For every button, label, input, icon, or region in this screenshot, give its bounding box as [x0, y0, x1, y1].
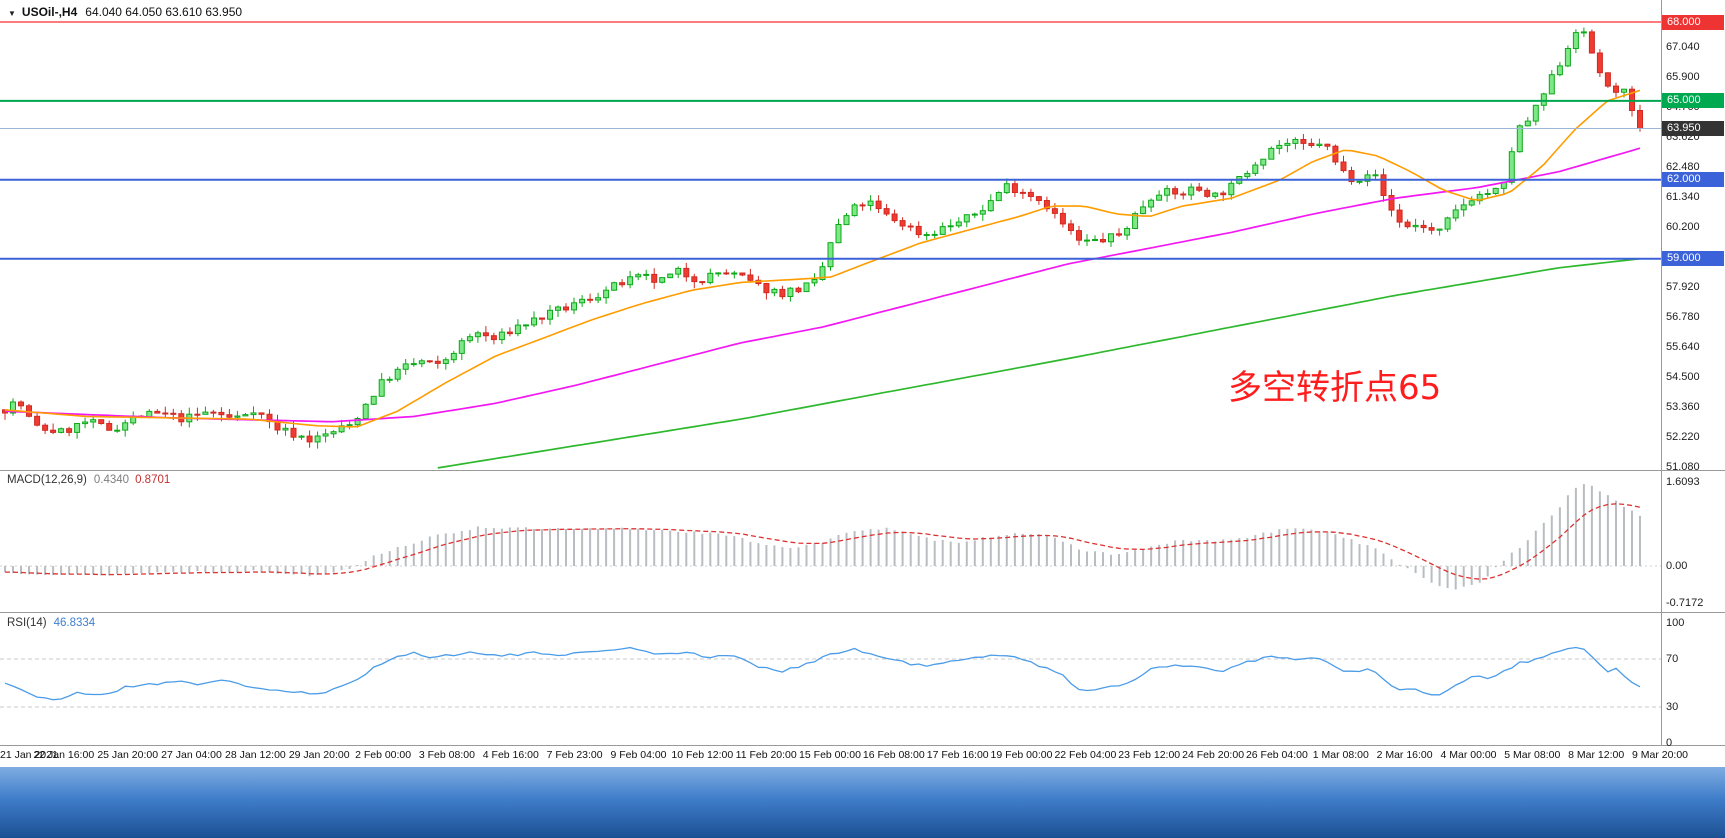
ma-slow-line	[437, 257, 1641, 469]
time-axis-label: 28 Jan 12:00	[225, 749, 286, 761]
time-axis-label: 8 Mar 12:00	[1568, 749, 1625, 761]
time-axis-label: 1 Mar 08:00	[1312, 749, 1369, 761]
time-axis-label: 21 Jan 2021	[0, 749, 58, 761]
price-axis-line	[1661, 0, 1662, 745]
time-axis-label: 27 Jan 04:00	[161, 749, 222, 761]
bottom-banner	[0, 767, 1725, 838]
time-axis-label: 26 Feb 04:00	[1245, 749, 1308, 761]
candles	[2, 27, 1643, 449]
ohlc-values: 64.040 64.050 63.610 63.950	[85, 5, 243, 19]
annotation-text: 多空转折点65	[1228, 368, 1442, 408]
macd-histogram	[4, 484, 1641, 590]
main-price-chart[interactable]	[0, 0, 1725, 470]
rsi-name: RSI(14)	[7, 617, 47, 629]
rsi-line	[4, 646, 1641, 701]
time-axis-label: 4 Feb 16:00	[482, 749, 539, 761]
time-axis-label: 4 Mar 00:00	[1440, 749, 1497, 761]
time-axis-label: 9 Feb 04:00	[610, 749, 667, 761]
time-axis-label: 3 Feb 08:00	[418, 749, 475, 761]
time-axis-label: 9 Mar 20:00	[1631, 749, 1689, 761]
rsi-label: RSI(14) 46.8334	[7, 617, 95, 629]
ma-mid-line	[4, 147, 1641, 423]
macd-indicator-chart[interactable]	[0, 471, 1725, 612]
rsi-value: 46.8334	[53, 617, 96, 629]
time-axis-label: 2 Mar 16:00	[1376, 749, 1433, 761]
panel-divider[interactable]	[0, 612, 1725, 613]
time-axis-label: 29 Jan 20:00	[288, 749, 350, 761]
time-axis-label: 11 Feb 20:00	[735, 749, 797, 761]
symbol-timeframe-label: USOil-,H4	[21, 5, 78, 19]
time-axis-label: 25 Jan 20:00	[97, 749, 159, 761]
time-axis-label: 16 Feb 08:00	[862, 749, 925, 761]
time-axis-label: 22 Jan 16:00	[33, 749, 95, 761]
time-axis-label: 2 Feb 00:00	[355, 749, 412, 761]
chart-title: ▼ USOil-,H4 64.040 64.050 63.610 63.950	[8, 5, 242, 19]
macd-label: MACD(12,26,9) 0.4340 0.8701	[7, 474, 170, 486]
macd-name: MACD(12,26,9)	[7, 474, 87, 486]
time-axis-label: 19 Feb 00:00	[990, 749, 1053, 761]
time-axis-label: 10 Feb 12:00	[671, 749, 734, 761]
macd-signal-line	[4, 503, 1641, 580]
time-axis-label: 15 Feb 00:00	[799, 749, 861, 761]
time-axis-label: 24 Feb 20:00	[1182, 749, 1245, 761]
macd-signal-value: 0.8701	[135, 474, 171, 486]
symbol-dropdown-icon[interactable]: ▼	[8, 9, 16, 18]
macd-main-value: 0.4340	[93, 474, 130, 486]
time-axis-label: 7 Feb 23:00	[546, 749, 603, 761]
time-axis-label: 23 Feb 12:00	[1118, 749, 1181, 761]
panel-divider	[0, 745, 1725, 746]
time-axis-label: 22 Feb 04:00	[1054, 749, 1117, 761]
panel-divider[interactable]	[0, 470, 1725, 471]
time-axis[interactable]: 21 Jan 2021 22 Jan 16:00 25 Jan 20:00 27 Ja…	[0, 745, 1725, 767]
time-axis-label: 5 Mar 08:00	[1504, 749, 1561, 761]
rsi-indicator-chart[interactable]	[0, 613, 1725, 745]
time-axis-label: 17 Feb 16:00	[926, 749, 989, 761]
ma-fast-line	[4, 89, 1641, 428]
